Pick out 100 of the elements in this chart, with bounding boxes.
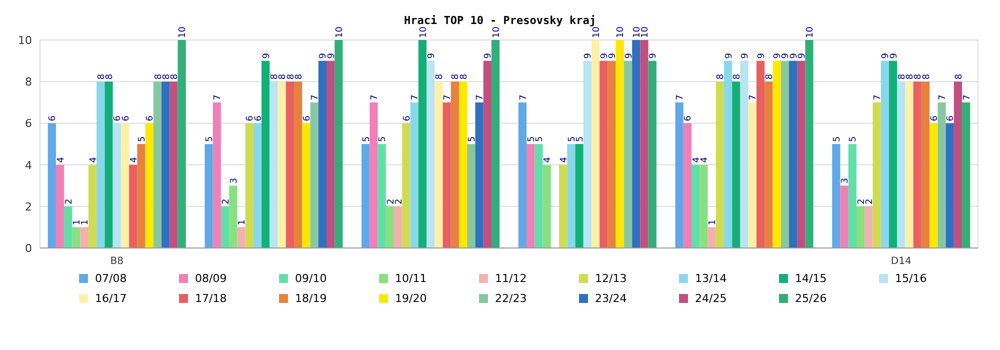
bar bbox=[434, 82, 443, 248]
bar bbox=[483, 60, 492, 248]
data-label: 8 bbox=[105, 74, 116, 80]
bar bbox=[772, 60, 781, 248]
bar bbox=[872, 102, 881, 248]
bar bbox=[204, 144, 213, 248]
bar bbox=[491, 40, 500, 248]
data-label: 8 bbox=[732, 74, 742, 80]
data-label: 10 bbox=[806, 26, 816, 38]
bar bbox=[96, 82, 105, 248]
bar bbox=[518, 102, 527, 248]
bar bbox=[624, 60, 632, 248]
bar bbox=[410, 102, 418, 248]
data-label: 9 bbox=[484, 52, 494, 59]
data-label: 5 bbox=[832, 136, 842, 142]
bar bbox=[178, 40, 186, 248]
bar bbox=[370, 102, 378, 248]
data-label: 2 bbox=[394, 198, 404, 204]
data-label: 2 bbox=[221, 198, 232, 204]
legend-label: 10/11 bbox=[395, 272, 427, 285]
y-tick-label: 4 bbox=[25, 158, 32, 172]
bar bbox=[475, 102, 484, 248]
bar bbox=[856, 206, 865, 248]
bar bbox=[805, 40, 814, 248]
bar bbox=[170, 82, 178, 248]
y-tick-label: 0 bbox=[25, 242, 32, 255]
bar bbox=[591, 40, 600, 248]
bar bbox=[930, 123, 938, 248]
y-tick-label: 2 bbox=[25, 200, 32, 214]
data-label: 7 bbox=[476, 94, 486, 100]
y-tick-label: 8 bbox=[25, 76, 32, 89]
bar bbox=[48, 123, 56, 248]
bar bbox=[450, 82, 459, 248]
data-label: 10 bbox=[592, 26, 602, 38]
data-label: 7 bbox=[938, 94, 948, 100]
bar bbox=[675, 102, 684, 248]
data-label: 9 bbox=[584, 52, 594, 59]
bar bbox=[386, 206, 394, 248]
bar bbox=[104, 82, 113, 248]
legend-label: 14/15 bbox=[795, 272, 827, 285]
bar bbox=[788, 60, 798, 248]
bar bbox=[334, 40, 343, 248]
data-label: 3 bbox=[229, 178, 240, 184]
legend-label: 24/25 bbox=[695, 292, 727, 305]
data-label: 4 bbox=[543, 156, 554, 163]
bar bbox=[80, 227, 88, 248]
bar bbox=[253, 123, 262, 248]
bar bbox=[64, 206, 72, 248]
bar bbox=[708, 227, 716, 248]
bar bbox=[162, 82, 170, 248]
data-label: 6 bbox=[684, 115, 694, 122]
bar bbox=[954, 82, 962, 248]
bar bbox=[262, 60, 270, 248]
bar bbox=[748, 102, 756, 248]
data-label: 6 bbox=[48, 115, 58, 122]
bar bbox=[864, 206, 873, 248]
bar bbox=[567, 144, 576, 248]
bar bbox=[921, 82, 930, 248]
legend-label: 09/10 bbox=[295, 272, 327, 285]
data-label: 8 bbox=[170, 74, 180, 80]
legend-label: 11/12 bbox=[495, 272, 527, 285]
data-label: 7 bbox=[443, 94, 454, 100]
bar bbox=[137, 144, 146, 248]
data-label: 9 bbox=[326, 52, 337, 59]
legend-label: 07/08 bbox=[95, 272, 127, 285]
data-label: 7 bbox=[676, 94, 686, 100]
data-label: 10 bbox=[334, 26, 345, 38]
data-label: 4 bbox=[692, 156, 702, 163]
data-label: 9 bbox=[724, 52, 734, 59]
data-label: 5 bbox=[526, 136, 537, 142]
x-tick-label: D14 bbox=[890, 256, 912, 267]
data-label: 9 bbox=[797, 52, 808, 59]
data-label: 8 bbox=[434, 74, 445, 80]
bar bbox=[245, 123, 254, 248]
data-label: 7 bbox=[213, 94, 224, 100]
data-label: 1 bbox=[238, 219, 248, 226]
data-label: 5 bbox=[362, 136, 372, 142]
bar bbox=[220, 206, 230, 248]
legend-label: 08/09 bbox=[195, 272, 227, 285]
data-label: 6 bbox=[302, 115, 312, 122]
data-label: 5 bbox=[467, 136, 478, 142]
bar bbox=[286, 82, 294, 248]
data-label: 5 bbox=[848, 136, 859, 142]
legend-label: 12/13 bbox=[595, 272, 627, 285]
data-label: 10 bbox=[178, 26, 188, 38]
data-label: 9 bbox=[608, 52, 618, 59]
data-label: 9 bbox=[624, 52, 634, 59]
bar bbox=[756, 60, 765, 248]
legend-label: 25/26 bbox=[795, 292, 827, 305]
data-label: 9 bbox=[756, 52, 767, 59]
data-label: 9 bbox=[740, 52, 751, 59]
bar bbox=[880, 60, 889, 248]
bar bbox=[442, 102, 451, 248]
data-label: 5 bbox=[576, 136, 586, 142]
bar bbox=[212, 102, 221, 248]
data-label: 7 bbox=[310, 94, 321, 100]
bar bbox=[832, 144, 840, 248]
data-label: 9 bbox=[889, 52, 900, 59]
data-label: 7 bbox=[518, 94, 529, 100]
bar bbox=[840, 186, 848, 248]
